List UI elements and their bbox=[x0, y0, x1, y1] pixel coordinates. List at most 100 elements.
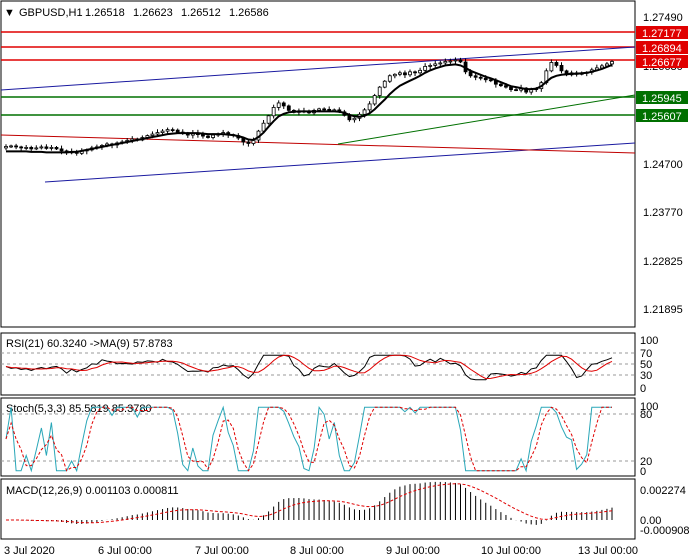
candle-body bbox=[549, 62, 554, 72]
candle-body bbox=[458, 59, 463, 63]
candle-body bbox=[448, 60, 453, 63]
candle-body bbox=[211, 134, 215, 138]
rsi-line bbox=[5, 354, 613, 381]
green-trend-line bbox=[337, 94, 636, 145]
candle-body bbox=[509, 86, 513, 91]
candle-body bbox=[281, 102, 286, 107]
chart-symbol-triangle: ▼ bbox=[4, 7, 15, 19]
stoch-tick: 100 bbox=[640, 401, 658, 413]
candle-body bbox=[271, 107, 276, 117]
candle-body bbox=[201, 134, 205, 137]
candle-body bbox=[408, 71, 412, 76]
stoch-tick: 0 bbox=[640, 466, 646, 478]
price-tick: 1.22825 bbox=[643, 256, 683, 268]
candle-body bbox=[554, 62, 559, 66]
candle-body bbox=[443, 61, 448, 64]
macd-signal-line bbox=[6, 483, 613, 524]
level-lines bbox=[1, 31, 635, 116]
candle-body bbox=[54, 147, 59, 150]
candle-body bbox=[286, 105, 291, 111]
stoch-k-line bbox=[5, 405, 612, 473]
channel-lower-line bbox=[44, 142, 636, 183]
candle-body bbox=[49, 147, 54, 149]
candle-body bbox=[175, 129, 180, 133]
candle-body bbox=[382, 80, 387, 88]
macd-label: MACD(12,26,9) 0.001103 0.000811 bbox=[6, 485, 179, 497]
candle-body bbox=[559, 65, 564, 72]
price-axis: 1.27490 1.26630 1.24700 1.23770 1.22825 … bbox=[643, 12, 683, 316]
stoch-label: Stoch(5,3,3) 85.5819 85.3780 bbox=[6, 403, 152, 415]
candle-body bbox=[514, 89, 518, 92]
macd-tick: 0.00 bbox=[640, 515, 661, 527]
macd-panel: MACD(12,26,9) 0.001103 0.000811 0.002274… bbox=[6, 481, 690, 537]
candle-body bbox=[19, 146, 24, 149]
time-tick: 7 Jul 00:00 bbox=[195, 545, 249, 557]
candle-body bbox=[165, 129, 170, 132]
candle-body bbox=[34, 147, 39, 150]
candle-body bbox=[413, 71, 417, 74]
rsi-tick: 30 bbox=[640, 370, 652, 382]
macd-tick: 0.002274 bbox=[640, 485, 686, 497]
ohlc-close: 1.26586 bbox=[229, 7, 269, 19]
stoch-panel: Stoch(5,3,3) 85.5819 85.3780 100 80 20 0 bbox=[1, 401, 658, 478]
level-label-bg bbox=[636, 91, 688, 104]
ohlc-low: 1.26512 bbox=[181, 7, 221, 19]
level-label-bg bbox=[636, 109, 688, 122]
time-tick: 6 Jul 00:00 bbox=[98, 545, 152, 557]
ohlc-high: 1.26623 bbox=[133, 7, 173, 19]
channel-upper-line bbox=[0, 46, 636, 91]
candle-body bbox=[377, 86, 382, 96]
red-trend-line bbox=[0, 134, 636, 154]
candle-body bbox=[322, 108, 327, 111]
candle-body bbox=[14, 145, 19, 148]
rsi-label: RSI(21) 60.3240 ->MA(9) 57.8783 bbox=[6, 338, 173, 350]
candle-body bbox=[24, 147, 29, 149]
candle-body bbox=[504, 85, 508, 88]
candle-body bbox=[317, 108, 322, 111]
candle-body bbox=[473, 75, 478, 78]
time-tick: 9 Jul 00:00 bbox=[386, 545, 440, 557]
time-tick: 13 Jul 00:00 bbox=[578, 545, 638, 557]
rsi-tick: 50 bbox=[640, 359, 652, 371]
rsi-ma-line bbox=[5, 354, 613, 380]
candle-body bbox=[468, 71, 473, 77]
time-axis: 3 Jul 2020 6 Jul 00:00 7 Jul 00:00 8 Jul… bbox=[4, 545, 638, 557]
candle-body bbox=[160, 130, 165, 133]
stoch-tick: 80 bbox=[640, 409, 652, 421]
candle-body bbox=[610, 61, 614, 65]
candle-body bbox=[59, 148, 64, 152]
level-label: 1.25945 bbox=[642, 93, 682, 105]
candle-body bbox=[423, 66, 428, 71]
price-tick: 1.27490 bbox=[643, 12, 683, 24]
candle-body bbox=[478, 76, 483, 79]
rsi-tick: 100 bbox=[640, 335, 658, 347]
trend-lines bbox=[0, 46, 636, 183]
candle-body bbox=[155, 132, 160, 135]
candle-body bbox=[372, 95, 377, 105]
rsi-tick: 0 bbox=[640, 383, 646, 395]
price-tick: 1.23770 bbox=[643, 207, 683, 219]
candle-body bbox=[9, 145, 13, 148]
level-label: 1.26894 bbox=[642, 43, 682, 55]
level-label: 1.26677 bbox=[642, 57, 682, 69]
moving-average-line bbox=[6, 63, 613, 154]
candle-body bbox=[44, 146, 49, 149]
candle-body bbox=[498, 83, 503, 87]
candle-body bbox=[418, 69, 423, 74]
level-label-bg bbox=[636, 55, 688, 68]
macd-panel-frame bbox=[0, 478, 636, 540]
rsi-tick: 70 bbox=[640, 348, 652, 360]
candle-body bbox=[428, 65, 433, 67]
time-tick: 8 Jul 00:00 bbox=[290, 545, 344, 557]
level-labels: 1.27177 1.26894 1.26677 1.25945 1.25607 bbox=[636, 26, 688, 123]
candle-body bbox=[29, 147, 34, 150]
time-tick: 10 Jul 00:00 bbox=[481, 545, 541, 557]
price-tick: 1.21895 bbox=[643, 304, 683, 316]
level-label: 1.27177 bbox=[642, 28, 682, 40]
candle-body bbox=[246, 141, 251, 144]
candle-body bbox=[266, 115, 271, 124]
candle-body bbox=[403, 72, 407, 76]
candle-body bbox=[150, 133, 155, 136]
